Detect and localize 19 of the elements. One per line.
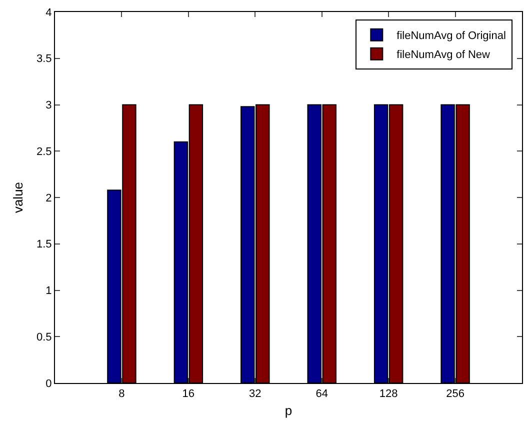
y-tick-label: 3.5 [36,53,52,66]
y-tick-label: 0.5 [36,331,52,344]
x-tick-label: 256 [446,388,464,400]
legend-label: fileNumAvg of New [396,49,490,62]
x-axis-title: p [284,402,292,418]
y-tick-label: 0 [46,378,52,390]
y-tick-label: 4 [46,6,52,19]
y-tick-label: 1 [46,285,52,298]
y-tick-label: 2 [46,192,52,204]
y-tick-label: 3 [46,100,52,112]
y-tick-label: 1.5 [36,238,52,251]
x-tick-label: 8 [118,388,125,400]
x-tick-label: 16 [182,388,195,400]
y-axis-title: value [10,182,26,214]
x-tick-label: 32 [249,388,262,400]
x-tick-label: 64 [316,388,328,400]
legend-label: fileNumAvg of Original [396,30,506,42]
y-tick-label: 2.5 [36,146,52,158]
x-tick-label: 128 [379,388,398,400]
